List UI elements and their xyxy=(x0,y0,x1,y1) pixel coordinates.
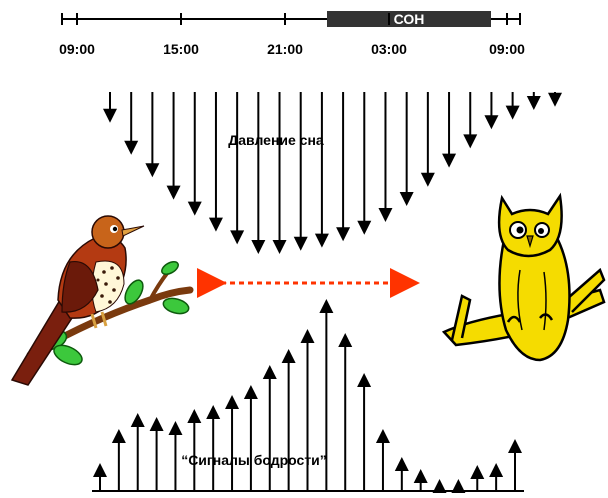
sleep-pressure-arrow xyxy=(314,92,329,248)
sleep-pressure-arrow xyxy=(208,92,223,232)
wake-signal-arrow xyxy=(168,421,183,491)
sleep-pressure-caption: Давление сна xyxy=(228,132,324,148)
timeline-tick-label: 03:00 xyxy=(371,41,407,57)
sleep-pressure-arrow xyxy=(484,92,499,130)
sleep-pressure-arrow xyxy=(103,92,117,123)
sleep-pressure-arrow xyxy=(230,92,245,245)
wake-signal-arrows xyxy=(93,299,522,493)
owl-head xyxy=(497,192,563,258)
wake-signal-arrow xyxy=(111,429,126,491)
owl-body xyxy=(498,234,571,362)
sleep-pressure-arrow xyxy=(420,92,435,187)
wake-signal-arrow xyxy=(319,299,334,491)
sleep-pressure-arrow xyxy=(378,92,393,222)
sleep-pressure-arrow xyxy=(187,92,202,216)
sleep-pressure-arrow xyxy=(505,92,520,120)
owl-icon xyxy=(441,192,606,362)
owl-twig xyxy=(559,267,606,313)
leaf xyxy=(161,261,179,275)
sleep-pressure-arrow xyxy=(399,92,414,206)
wake-signal-arrow xyxy=(470,465,485,491)
sleep-pressure-arrow xyxy=(145,92,160,178)
wake-signal-caption: “Сигналы бодрости” xyxy=(181,452,327,468)
timeline: СОН 09:00 15:00 21:00 03:00 09:00 xyxy=(59,11,525,57)
wake-signal-arrow xyxy=(149,417,164,491)
sleep-pressure-arrow xyxy=(463,92,478,149)
sleep-pressure-arrow xyxy=(166,92,181,200)
wake-signal-arrow xyxy=(130,413,145,491)
wake-signal-arrow xyxy=(187,409,202,491)
sleep-pressure-arrows xyxy=(103,92,562,254)
wake-signal-arrow xyxy=(93,463,107,491)
wake-signal-arrow xyxy=(243,385,258,491)
wake-signal-arrow xyxy=(338,333,353,491)
sleep-label: СОН xyxy=(394,11,425,27)
wake-signal-arrow xyxy=(432,479,447,493)
timeline-tick-label: 09:00 xyxy=(59,41,95,57)
wake-signal-arrow xyxy=(300,329,315,491)
sleep-pressure-arrow xyxy=(124,92,139,155)
wake-signal-arrow xyxy=(375,429,390,491)
leaf xyxy=(124,279,144,305)
timeline-tick-label: 15:00 xyxy=(163,41,199,57)
timeline-tick-label: 09:00 xyxy=(489,41,525,57)
wake-signal-arrow xyxy=(394,457,409,491)
leaf xyxy=(53,344,83,366)
wake-signal-arrow xyxy=(508,439,522,491)
bird-head xyxy=(91,215,125,249)
bird-wing xyxy=(61,260,99,313)
sleep-pressure-arrow xyxy=(272,92,287,254)
sleep-pressure-arrow xyxy=(548,92,562,107)
wake-signal-arrow xyxy=(262,365,277,491)
owl-beak xyxy=(526,235,534,249)
sleep-pressure-arrow xyxy=(526,92,541,110)
timeline-ticks: 09:00 15:00 21:00 03:00 09:00 xyxy=(59,13,525,57)
sleep-bar xyxy=(327,11,491,27)
wake-signal-arrow xyxy=(225,395,240,491)
owl-feet xyxy=(506,313,554,323)
bird-legs xyxy=(90,311,108,329)
sleep-pressure-arrow xyxy=(293,92,308,251)
timeline-tick-label: 21:00 xyxy=(267,41,303,57)
wake-signal-arrow xyxy=(489,463,504,491)
wake-signal-arrow xyxy=(206,405,221,491)
owl-twig-left xyxy=(450,294,472,341)
sleep-pressure-arrow xyxy=(336,92,351,242)
wake-signal-arrow xyxy=(451,479,466,493)
wake-signal-arrow xyxy=(413,469,428,491)
wake-signal-arrow xyxy=(357,373,372,491)
sleep-pressure-arrow xyxy=(357,92,372,235)
leaf xyxy=(162,297,190,315)
thrush-bird-icon xyxy=(10,215,194,386)
wake-signal-arrow xyxy=(281,349,296,491)
sleep-pressure-arrow xyxy=(442,92,457,168)
bird-beak xyxy=(121,225,145,237)
sleep-pressure-arrow xyxy=(251,92,266,254)
